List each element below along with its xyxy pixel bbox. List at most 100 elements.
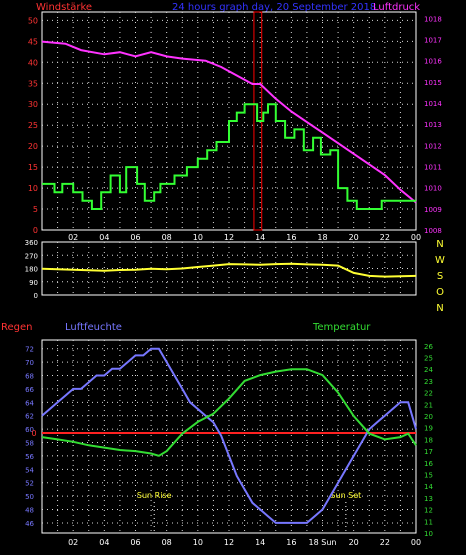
wind-axis-title: Windstärke <box>36 2 92 13</box>
pressure-tick-label: 1011 <box>424 164 442 172</box>
pressure-tick-label: 1013 <box>424 121 442 129</box>
hour-tick-label: 08 <box>162 538 172 547</box>
humidity-tick-label: 66 <box>25 386 34 394</box>
wind-tick-label: 50 <box>28 16 38 25</box>
pressure-line <box>41 40 417 204</box>
temperature-tick-label: 21 <box>424 401 433 409</box>
temperature-tick-label: 20 <box>424 413 433 421</box>
compass-label: W <box>435 255 445 266</box>
direction-tick-label: 0 <box>34 292 38 300</box>
temperature-tick-label: 12 <box>424 507 433 515</box>
hour-tick-label: 06 <box>130 233 140 242</box>
wind-tick-label: 15 <box>28 163 38 172</box>
humidity-tick-label: 62 <box>25 413 34 421</box>
hour-tick-label: 20 <box>349 538 359 547</box>
wind-tick-label: 40 <box>28 58 38 67</box>
humidity-tick-label: 50 <box>25 493 34 501</box>
wind-tick-label: 20 <box>28 142 38 151</box>
top-panel-series <box>41 11 417 231</box>
middle-panel-series <box>41 262 417 278</box>
pressure-tick-label: 1012 <box>424 142 442 150</box>
direction-tick-label: 90 <box>29 279 38 287</box>
sun-annotation: Sun Rise <box>137 491 172 500</box>
temperature-tick-label: 23 <box>424 378 433 386</box>
temperature-line <box>41 368 417 457</box>
pressure-tick-label: 1010 <box>424 185 442 193</box>
wind-tick-label: 0 <box>33 226 38 235</box>
hour-tick-label: 00 <box>411 538 421 547</box>
pressure-tick-label: 1015 <box>424 79 442 87</box>
humidity-tick-label: 46 <box>25 520 34 528</box>
hour-tick-label: 20 <box>349 233 359 242</box>
wind-tick-label: 45 <box>28 37 38 46</box>
hour-tick-label: 18 <box>317 233 327 242</box>
humidity-tick-label: 56 <box>25 453 34 461</box>
hour-tick-label: 04 <box>99 538 109 547</box>
humidity-tick-label: 64 <box>25 399 34 407</box>
humidity-tick-label: 48 <box>25 507 34 515</box>
direction-tick-label: 270 <box>25 252 38 260</box>
wind-tick-label: 5 <box>33 205 38 214</box>
rain-axis-title: Regen <box>1 322 33 333</box>
hour-tick-label: 16 <box>286 538 296 547</box>
direction-line <box>41 262 417 278</box>
hour-tick-label: 04 <box>99 233 109 242</box>
temperature-tick-label: 22 <box>424 390 433 398</box>
wind-tick-label: 35 <box>28 79 38 88</box>
bottom-panel-series: 0 Sun Rise Sun Set <box>31 347 417 533</box>
compass-label: N <box>436 239 443 250</box>
hour-tick-label: 22 <box>380 233 390 242</box>
hour-tick-label: 16 <box>286 233 296 242</box>
temperature-tick-label: 24 <box>424 366 433 374</box>
temperature-tick-label: 26 <box>424 343 433 351</box>
temperature-tick-label: 16 <box>424 460 433 468</box>
hour-tick-label: 12 <box>224 233 234 242</box>
humidity-tick-label: 68 <box>25 373 34 381</box>
temperature-tick-label: 18 <box>424 436 433 444</box>
hour-tick-label: 02 <box>68 233 78 242</box>
humidity-tick-label: 58 <box>25 440 34 448</box>
wind-tick-label: 25 <box>28 121 38 130</box>
top-panel-ticks: 0510152025303540455010081009101010111012… <box>28 15 443 242</box>
pressure-tick-label: 1014 <box>424 100 442 108</box>
direction-tick-label: 360 <box>25 239 38 247</box>
wind-tick-label: 10 <box>28 184 38 193</box>
pressure-tick-label: 1018 <box>424 15 442 23</box>
bottom-panel-frame <box>41 339 417 534</box>
temperature-tick-label: 10 <box>424 530 433 538</box>
hour-tick-label: 14 <box>255 538 265 547</box>
hour-tick-label: 02 <box>68 538 78 547</box>
pressure-tick-label: 1008 <box>424 227 442 235</box>
middle-panel-grid <box>42 242 416 295</box>
temperature-tick-label: 17 <box>424 448 433 456</box>
wind-tick-label: 30 <box>28 100 38 109</box>
bottom-panel-grid <box>42 340 416 533</box>
hour-tick-label: 18 Sun <box>309 538 337 547</box>
hour-tick-label: 08 <box>162 233 172 242</box>
humidity-line <box>41 347 417 524</box>
humidity-tick-label: 52 <box>25 480 34 488</box>
humidity-tick-label: 72 <box>25 346 34 354</box>
humidity-tick-label: 70 <box>25 359 34 367</box>
hour-tick-label: 10 <box>193 538 203 547</box>
temperature-tick-label: 25 <box>424 355 433 363</box>
hour-tick-label: 06 <box>130 538 140 547</box>
temperature-axis-title: Temperatur <box>312 322 371 333</box>
temperature-tick-label: 15 <box>424 472 433 480</box>
sun-annotation: Sun Set <box>330 491 361 500</box>
pressure-tick-label: 1016 <box>424 58 442 66</box>
humidity-tick-label: 60 <box>25 426 34 434</box>
pressure-axis-title: Luftdruck <box>373 2 420 13</box>
rain-zero-label: 0 <box>31 429 36 438</box>
hour-tick-label: 14 <box>255 233 265 242</box>
pressure-tick-label: 1017 <box>424 37 442 45</box>
wind-line <box>42 103 416 210</box>
direction-tick-label: 180 <box>25 266 38 274</box>
pressure-tick-label: 1009 <box>424 206 442 214</box>
compass-label: N <box>436 303 443 314</box>
temperature-tick-label: 13 <box>424 495 433 503</box>
hour-tick-label: 22 <box>380 538 390 547</box>
graph-title: 24 hours graph day, 20 September 2018 <box>172 2 376 13</box>
